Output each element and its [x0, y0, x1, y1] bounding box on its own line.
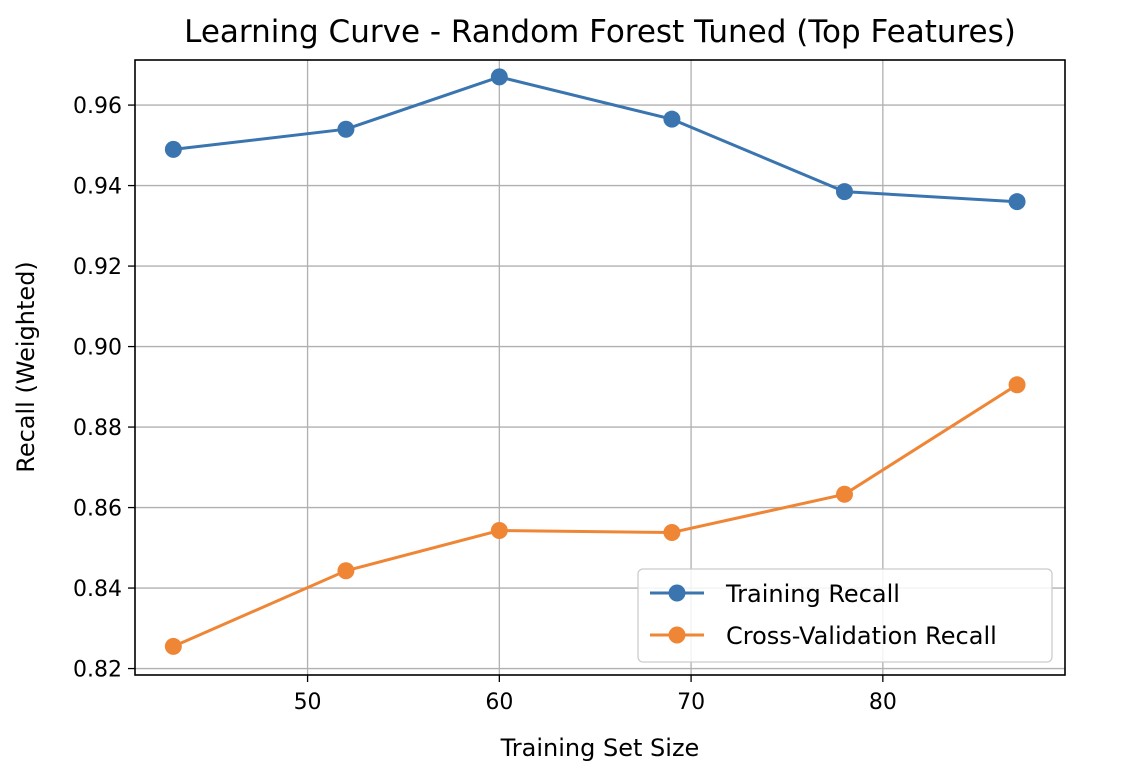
x-tick-label: 50	[294, 690, 322, 715]
x-tick-label: 60	[485, 690, 513, 715]
data-point	[1008, 193, 1026, 211]
data-point	[490, 522, 508, 540]
legend-marker	[668, 584, 686, 602]
legend-box	[637, 568, 1053, 663]
legend: Training Recall Cross-Validation Recall	[637, 568, 1053, 663]
legend-label: Training Recall	[725, 580, 900, 608]
y-tick-label: 0.84	[73, 577, 122, 602]
grid	[135, 60, 1065, 675]
data-point	[835, 485, 853, 503]
chart-title: Learning Curve - Random Forest Tuned (To…	[184, 14, 1016, 50]
y-tick-label: 0.92	[73, 255, 122, 280]
data-point	[164, 140, 182, 158]
series-line-0	[173, 75, 1018, 204]
series-line-1	[172, 383, 1018, 648]
y-tick-label: 0.82	[73, 658, 122, 683]
data-point	[835, 183, 853, 201]
series-layer	[164, 68, 1026, 655]
x-tick-label: 80	[869, 690, 897, 715]
y-tick-label: 0.94	[73, 175, 122, 200]
y-axis-label: Recall (Weighted)	[12, 261, 40, 473]
y-tick-label: 0.90	[73, 336, 122, 361]
legend-label: Cross-Validation Recall	[726, 622, 997, 650]
y-tick-label: 0.86	[73, 497, 122, 522]
axis-ticks: 50 60 70 80 0.82 0.84 0.86 0.88 0.90 0.92 0.94 0.96	[73, 94, 897, 715]
legend-marker	[668, 626, 686, 644]
y-tick-label: 0.96	[73, 94, 122, 119]
data-point	[337, 562, 355, 580]
data-point	[490, 68, 508, 86]
data-point	[1008, 376, 1026, 394]
x-axis-label: Training Set Size	[500, 734, 700, 762]
data-point	[337, 120, 355, 138]
data-point	[663, 110, 681, 128]
plot-frame	[134, 59, 1066, 676]
data-point	[663, 524, 681, 542]
x-tick-label: 70	[677, 690, 705, 715]
data-point	[164, 637, 182, 655]
y-tick-label: 0.88	[73, 416, 122, 441]
